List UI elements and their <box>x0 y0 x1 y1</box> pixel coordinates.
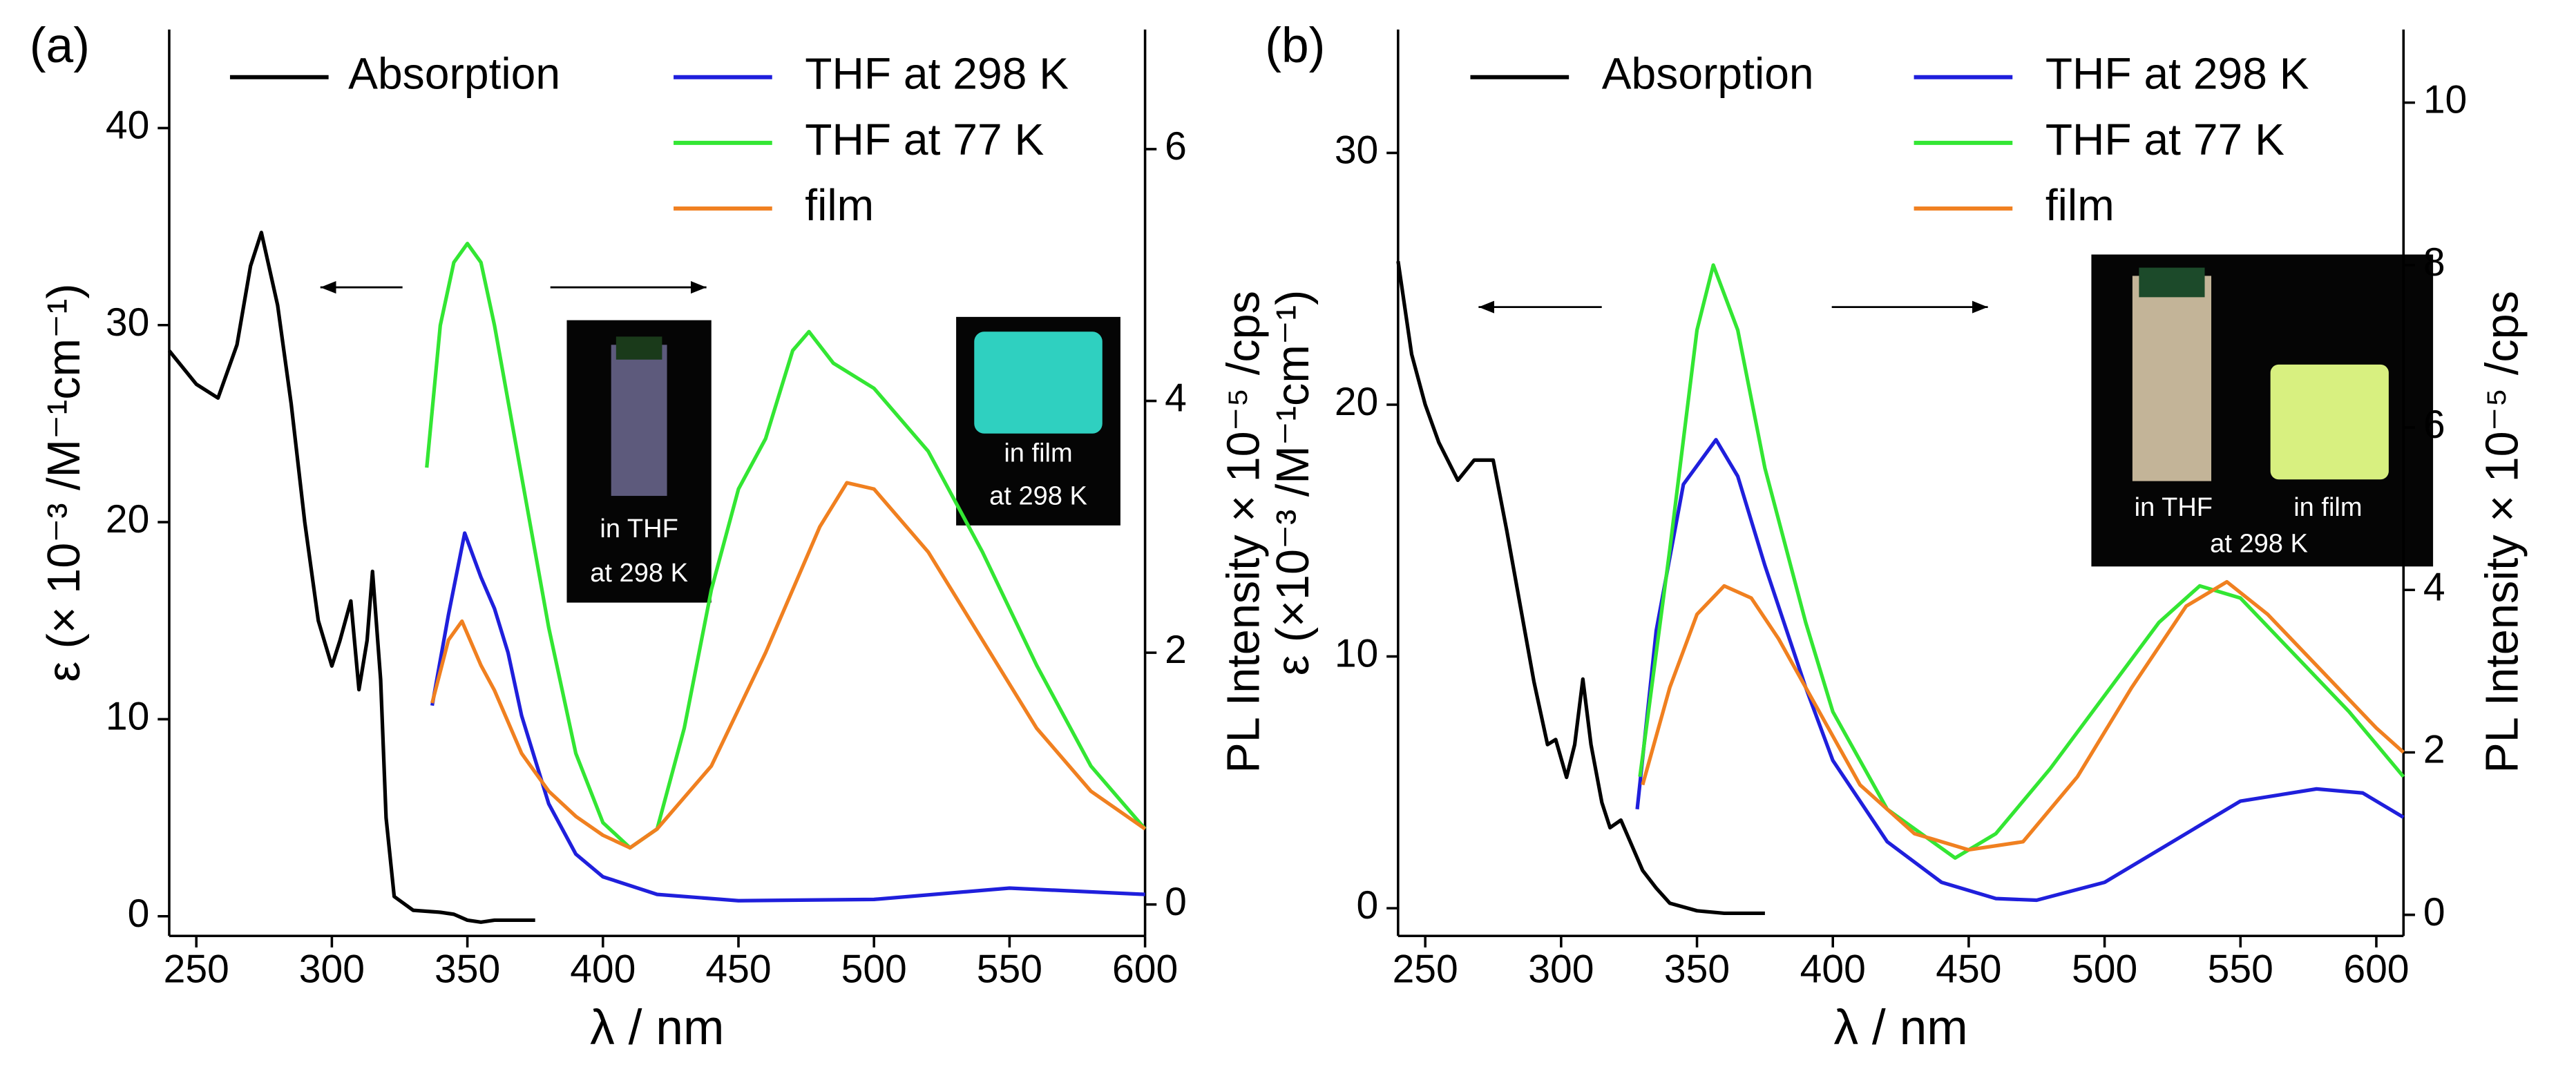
y-tick-label: 20 <box>106 497 149 541</box>
legend-label: THF at 298 K <box>805 49 1069 99</box>
x-tick-label: 500 <box>841 947 907 992</box>
x-tick-label: 550 <box>2208 947 2273 992</box>
y2-tick-label: 0 <box>1165 880 1187 924</box>
y2-tick-label: 4 <box>1165 376 1187 421</box>
inset-photo-b <box>2091 254 2434 567</box>
panel-label: (a) <box>30 18 90 73</box>
x-axis-label: λ / nm <box>590 1000 724 1055</box>
x-tick-label: 250 <box>164 947 229 992</box>
data-line <box>430 481 1147 850</box>
y2-tick-label: 10 <box>2423 78 2467 122</box>
legend-label: Absorption <box>1602 49 1814 99</box>
data-line <box>1635 438 2405 903</box>
data-line <box>425 242 1147 850</box>
data-line <box>1641 579 2405 852</box>
x-tick-label: 250 <box>1393 947 1458 992</box>
x-tick-label: 300 <box>299 947 365 992</box>
inset-photo-film-a <box>956 316 1120 526</box>
y2-axis-label: PL Intensity × 10⁻⁵ /cps <box>2477 291 2528 773</box>
x-tick-label: 300 <box>1528 947 1594 992</box>
legend-label: THF at 77 K <box>2045 115 2284 164</box>
data-line <box>1396 260 1765 916</box>
y2-tick-label: 8 <box>2423 240 2445 285</box>
inset-label: in film <box>1004 439 1072 468</box>
y2-tick-label: 0 <box>2423 890 2445 934</box>
inset-label: in THF <box>600 514 678 544</box>
legend-label: film <box>2045 180 2115 230</box>
y-axis-label: ε (×10⁻³ /M⁻¹cm⁻¹) <box>1268 290 1319 676</box>
y2-tick-label: 2 <box>1165 628 1187 672</box>
y2-axis-label: PL Intensity × 10⁻⁵ /cps <box>1219 291 1270 773</box>
y-tick-label: 0 <box>1357 883 1379 927</box>
y-tick-label: 0 <box>128 892 150 936</box>
y2-tick-label: 4 <box>2423 565 2445 609</box>
x-tick-label: 350 <box>1664 947 1730 992</box>
inset-label: at 298 K <box>590 559 688 588</box>
legend-label: film <box>805 180 874 230</box>
inset-label: in film <box>2293 493 2362 522</box>
x-axis-label: λ / nm <box>1833 1000 1967 1055</box>
legend-label: THF at 298 K <box>2045 49 2309 99</box>
x-tick-label: 350 <box>435 947 500 992</box>
x-tick-label: 400 <box>1800 947 1866 992</box>
y2-tick-label: 6 <box>2423 403 2445 447</box>
x-tick-label: 400 <box>570 947 636 992</box>
x-tick-label: 450 <box>1936 947 2001 992</box>
inset-label: at 298 K <box>2210 529 2308 558</box>
x-tick-label: 550 <box>977 947 1042 992</box>
y-tick-label: 10 <box>106 694 149 738</box>
y-tick-label: 10 <box>1335 632 1378 676</box>
y-tick-label: 30 <box>106 300 149 345</box>
y-tick-label: 40 <box>106 104 149 148</box>
x-tick-label: 600 <box>1112 947 1178 992</box>
legend-label: Absorption <box>348 49 560 99</box>
legend-label: THF at 77 K <box>805 115 1044 164</box>
x-tick-label: 450 <box>705 947 771 992</box>
x-tick-label: 500 <box>2072 947 2137 992</box>
x-tick-label: 600 <box>2343 947 2409 992</box>
data-line <box>167 231 535 924</box>
y2-tick-label: 2 <box>2423 728 2445 772</box>
inset-photo-thf-a <box>566 320 712 603</box>
inset-label: at 298 K <box>989 481 1087 510</box>
y2-tick-label: 6 <box>1165 124 1187 169</box>
data-line <box>430 531 1145 903</box>
inset-label: in THF <box>2135 493 2213 522</box>
panel-label: (b) <box>1265 18 1325 73</box>
y-axis-label: ε (× 10⁻³ /M⁻¹cm⁻¹) <box>39 284 90 682</box>
data-line <box>1638 263 2405 860</box>
y-tick-label: 20 <box>1335 380 1378 424</box>
y-tick-label: 30 <box>1335 128 1378 173</box>
